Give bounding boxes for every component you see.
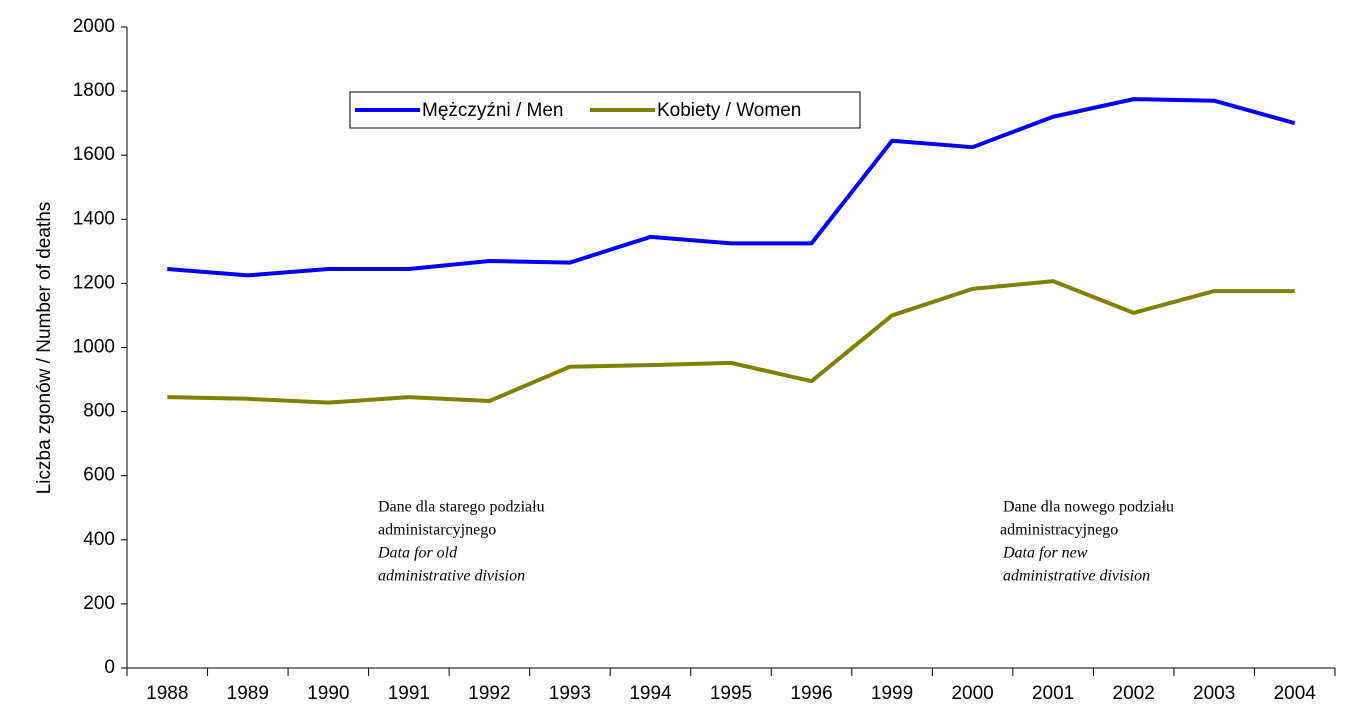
x-tick-label: 1996 bbox=[790, 683, 832, 704]
x-tick-label: 1988 bbox=[146, 683, 188, 704]
x-tick-label: 2002 bbox=[1113, 683, 1155, 704]
y-tick-label: 800 bbox=[83, 401, 115, 422]
x-tick-label: 1990 bbox=[307, 683, 349, 704]
x-tick-label: 2000 bbox=[951, 683, 993, 704]
x-tick-label: 1991 bbox=[388, 683, 430, 704]
y-tick-label: 0 bbox=[104, 657, 115, 678]
y-tick-label: 1000 bbox=[73, 337, 115, 358]
annotation: administarcyjnego bbox=[378, 522, 496, 539]
legend-label: Kobiety / Women bbox=[657, 100, 801, 121]
x-tick-label: 1989 bbox=[227, 683, 269, 704]
x-tick-label: 1993 bbox=[549, 683, 591, 704]
y-tick-label: 1600 bbox=[73, 144, 115, 165]
x-tick-label: 1994 bbox=[629, 683, 672, 704]
y-tick-label: 600 bbox=[83, 465, 115, 486]
x-tick-label: 2004 bbox=[1274, 683, 1317, 704]
annotation: Dane dla starego podziału bbox=[378, 499, 545, 516]
x-tick-label: 1999 bbox=[871, 683, 913, 704]
y-tick-label: 1200 bbox=[73, 272, 115, 293]
annotation: administrative division bbox=[1003, 568, 1150, 585]
y-tick-label: 1800 bbox=[73, 80, 115, 101]
y-tick-label: 400 bbox=[83, 529, 115, 550]
annotation: Dane dla nowego podziału bbox=[1003, 499, 1174, 516]
x-tick-label: 2001 bbox=[1032, 683, 1074, 704]
y-tick-label: 200 bbox=[83, 593, 115, 614]
legend-label: Mężczyźni / Men bbox=[422, 100, 563, 121]
x-tick-label: 1992 bbox=[468, 683, 510, 704]
y-axis-label: Liczba zgonów / Number of deaths bbox=[34, 202, 55, 495]
annotation: administrative division bbox=[378, 568, 525, 585]
x-tick-label: 2003 bbox=[1193, 683, 1235, 704]
y-tick-label: 1400 bbox=[73, 208, 115, 229]
annotation: Data for new bbox=[1002, 545, 1088, 562]
series-line bbox=[167, 279, 1295, 405]
x-tick-label: 1995 bbox=[710, 683, 752, 704]
series-line bbox=[167, 97, 1296, 278]
y-tick-label: 2000 bbox=[73, 16, 115, 37]
annotation: Data for old bbox=[377, 545, 458, 562]
annotation: administracyjnego bbox=[1000, 522, 1118, 539]
